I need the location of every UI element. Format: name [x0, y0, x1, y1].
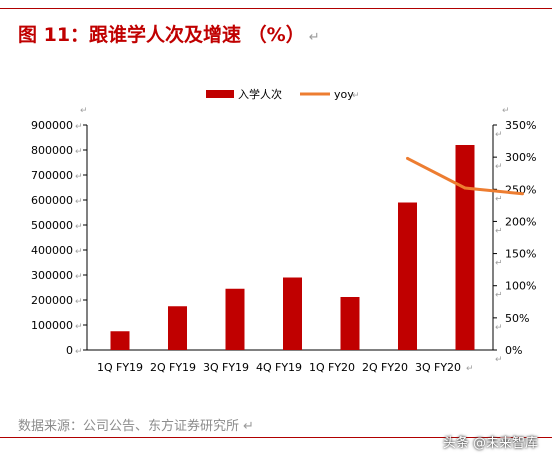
bar [110, 331, 130, 350]
yoy-point [463, 186, 467, 190]
source-note: 数据来源：公司公告、东方证券研究所 ↵ [18, 415, 254, 434]
y-left-tick-label: 0 [66, 344, 73, 357]
x-tick-label: 4Q [256, 361, 272, 374]
paragraph-mark-icon: ↵ [352, 91, 360, 101]
y-left-tick-label: 600000 [31, 194, 73, 207]
paragraph-mark-icon: ↵ [308, 30, 320, 45]
y-right-tick-label: 350% [505, 119, 536, 132]
paragraph-mark-icon: ↵ [495, 355, 503, 365]
figure-title-text: 图 11：跟谁学人次及增速 （%） [18, 24, 305, 46]
x-tick-label: 2Q [150, 361, 166, 374]
x-tick-label: FY19 [222, 361, 249, 374]
figure-title: 图 11：跟谁学人次及增速 （%） ↵ [18, 20, 320, 47]
legend-label: yoy [334, 88, 354, 101]
x-tick-label: FY19 [275, 361, 302, 374]
paragraph-mark-icon: ↵ [75, 322, 83, 332]
paragraph-mark-icon: ↵ [495, 323, 503, 333]
y-left-tick-label: 900000 [31, 119, 73, 132]
paragraph-mark-icon: ↵ [80, 106, 88, 116]
bottom-rule [0, 437, 552, 438]
bar [455, 145, 475, 350]
y-right-tick-label: 100% [505, 280, 536, 293]
x-tick-label: 2Q [362, 361, 378, 374]
bar [340, 297, 360, 350]
bar [225, 288, 245, 350]
y-right-tick-label: 200% [505, 215, 536, 228]
paragraph-mark-icon: ↵ [75, 272, 83, 282]
paragraph-mark-icon: ↵ [495, 194, 503, 204]
legend-swatch-bar [206, 90, 234, 98]
paragraph-mark-icon: ↵ [75, 222, 83, 232]
y-right-tick-label: 0% [505, 344, 522, 357]
x-tick-label: FY20 [434, 361, 461, 374]
paragraph-mark-icon: ↵ [495, 291, 503, 301]
y-left-tick-label: 100000 [31, 319, 73, 332]
paragraph-mark-icon: ↵ [75, 147, 83, 157]
source-text: 数据来源：公司公告、东方证券研究所 [18, 419, 240, 434]
x-tick-label: FY19 [116, 361, 143, 374]
yoy-point [406, 156, 409, 160]
y-left-tick-label: 400000 [31, 244, 73, 257]
x-tick-label: FY19 [169, 361, 196, 374]
bar [398, 202, 417, 350]
y-left-tick-label: 300000 [31, 269, 73, 282]
paragraph-mark-icon: ↵ [75, 122, 83, 132]
paragraph-mark-icon: ↵ [75, 297, 83, 307]
paragraph-mark-icon: ↵ [243, 419, 254, 434]
paragraph-mark-icon: ↵ [75, 247, 83, 257]
y-left-tick-label: 500000 [31, 219, 73, 232]
bar [168, 306, 187, 350]
paragraph-mark-icon: ↵ [495, 259, 503, 269]
y-left-tick-label: 800000 [31, 144, 73, 157]
paragraph-mark-icon: ↵ [495, 226, 503, 236]
x-tick-label: 3Q [203, 361, 219, 374]
paragraph-mark-icon: ↵ [466, 364, 474, 374]
x-tick-label: FY20 [381, 361, 408, 374]
yoy-point [521, 192, 524, 196]
paragraph-mark-icon: ↵ [495, 130, 503, 140]
x-tick-label: FY20 [328, 361, 355, 374]
paragraph-mark-icon: ↵ [75, 347, 83, 357]
y-right-tick-label: 150% [505, 248, 536, 261]
legend-label: 入学人次 [238, 87, 282, 101]
x-tick-label: 1Q [97, 361, 113, 374]
y-right-tick-label: 300% [505, 151, 536, 164]
y-right-tick-label: 50% [505, 312, 529, 325]
x-tick-label: 3Q [415, 361, 431, 374]
paragraph-mark-icon: ↵ [75, 172, 83, 182]
x-tick-label: 1Q [309, 361, 325, 374]
paragraph-mark-icon: ↵ [495, 162, 503, 172]
y-left-tick-label: 200000 [31, 294, 73, 307]
paragraph-mark-icon: ↵ [502, 106, 510, 116]
watermark: 头条 @未来智库 [442, 436, 538, 451]
y-left-tick-label: 700000 [31, 169, 73, 182]
bar [283, 277, 302, 350]
paragraph-mark-icon: ↵ [75, 197, 83, 207]
top-rule [0, 8, 552, 9]
